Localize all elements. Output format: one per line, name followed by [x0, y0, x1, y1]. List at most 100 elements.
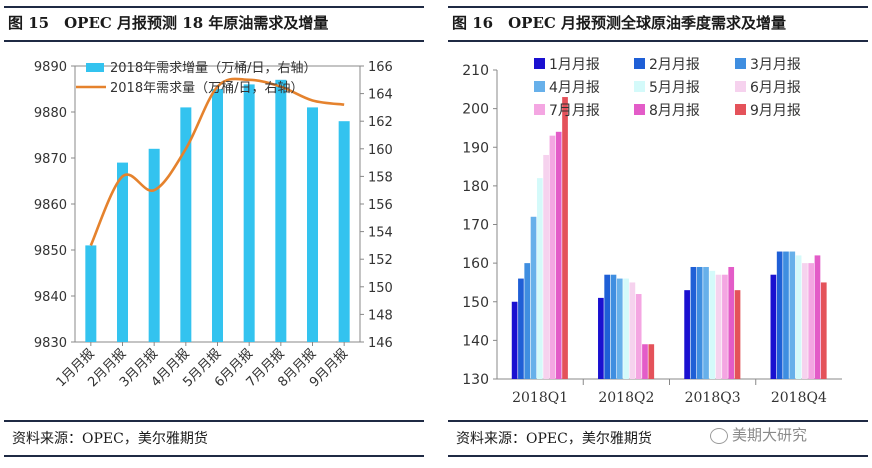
y-right-tick-label: 160 — [368, 143, 393, 158]
right-panel: 图 16 OPEC 月报预测全球原油季度需求及增量 130 140 150 160 17… — [444, 0, 872, 468]
bar-demand-increment — [148, 148, 160, 342]
bar-2月月报 — [776, 251, 783, 379]
bottom-rule — [4, 455, 424, 457]
y-left-tick-label: 9860 — [34, 198, 67, 213]
legend-label: 1月月报 — [549, 57, 600, 73]
left-panel: 图 15 OPEC 月报预测 18 年原油需求及增量 9830 9840 9850 9… — [0, 0, 428, 468]
bar-demand-increment — [307, 107, 318, 343]
bar-4月月报 — [530, 216, 537, 379]
y-right-tick-label: 152 — [368, 253, 393, 268]
y-tick-label: 170 — [462, 218, 489, 234]
legend-swatch — [735, 81, 746, 92]
legend-label-line: 2018年需求量（万桶/日，右轴） — [110, 81, 303, 96]
bar-5月月报 — [623, 278, 629, 379]
top-rule — [4, 6, 424, 8]
bar-demand-increment — [180, 107, 192, 343]
bar-1月月报 — [598, 297, 604, 379]
left-figure-title: 图 15 OPEC 月报预测 18 年原油需求及增量 — [8, 14, 329, 32]
legend-swatch — [634, 58, 645, 69]
bar-4月月报 — [789, 251, 796, 379]
bar-6月月报 — [629, 282, 636, 379]
bar-8月月报 — [642, 344, 648, 379]
y-left-tick-label: 9840 — [34, 290, 67, 305]
legend-swatch — [534, 104, 545, 115]
bar-7月月报 — [808, 263, 815, 379]
legend-label: 9月月报 — [750, 103, 801, 119]
bar-7月月报 — [635, 294, 642, 379]
bar-6月月报 — [715, 274, 722, 379]
bar-5月月报 — [709, 270, 716, 379]
bar-demand-increment — [117, 162, 128, 342]
bar-5月月报 — [795, 255, 802, 379]
watermark-text: 美期大研究 — [732, 426, 808, 444]
bar-8月月报 — [814, 255, 821, 379]
legend-label: 5月月报 — [649, 80, 700, 96]
source-rule — [448, 420, 868, 422]
bar-1月月报 — [770, 274, 777, 379]
legend-swatch — [634, 104, 645, 115]
y-tick-label: 130 — [462, 372, 489, 388]
legend-swatch — [534, 58, 545, 69]
legend-swatch — [634, 81, 645, 92]
y-tick-label: 150 — [462, 295, 489, 311]
right-chart: 130 140 150 160 170 180 190 200 210 2018Q1 2018Q2 2… — [462, 57, 842, 406]
bar-6月月报 — [802, 263, 808, 379]
bar-2月月报 — [690, 266, 697, 379]
left-source: 资料来源：OPEC，美尔雅期货 — [12, 431, 208, 447]
x-tick-label: 2018Q2 — [598, 390, 654, 406]
y-right-tick-label: 154 — [368, 226, 393, 241]
bar-5月月报 — [536, 178, 543, 379]
bar-7月月报 — [549, 135, 556, 379]
y-right-tick-label: 158 — [368, 170, 393, 185]
legend-label: 2月月报 — [649, 57, 700, 73]
y-tick-label: 140 — [462, 333, 489, 349]
bar-2月月报 — [604, 274, 611, 379]
y-right-tick-label: 148 — [368, 308, 393, 323]
right-source: 资料来源：OPEC，美尔雅期货 — [456, 431, 652, 447]
bar-1月月报 — [511, 301, 518, 379]
y-tick-label: 210 — [462, 63, 489, 79]
source-rule — [4, 420, 424, 422]
bar-9月月报 — [562, 97, 568, 379]
y-right-tick-label: 162 — [368, 115, 393, 130]
legend-label: 3月月报 — [750, 57, 801, 73]
y-right-tick-label: 164 — [368, 88, 393, 103]
bar-9月月报 — [648, 344, 655, 379]
bar-4月月报 — [616, 278, 623, 379]
y-left-tick-label: 9850 — [34, 244, 67, 259]
x-tick-label: 2018Q3 — [685, 390, 741, 406]
y-left-tick-label: 9880 — [34, 106, 67, 121]
legend-swatch — [735, 104, 746, 115]
right-figure-title: 图 16 OPEC 月报预测全球原油季度需求及增量 — [452, 14, 787, 32]
bar-4月月报 — [703, 266, 709, 379]
y-left-tick-label: 9890 — [34, 60, 67, 75]
y-right-tick-label: 166 — [368, 60, 393, 75]
y-right-tick-label: 146 — [368, 336, 393, 351]
left-chart: 9830 9840 9850 9860 9870 9880 9890 146 148 150 152… — [34, 60, 393, 390]
wechat-icon — [710, 427, 728, 444]
y-left-tick-label: 9870 — [34, 152, 67, 167]
line-demand — [89, 77, 345, 246]
bar-3月月报 — [783, 251, 789, 379]
bar-1月月报 — [684, 290, 690, 379]
legend-label: 6月月报 — [750, 80, 801, 96]
y-left-tick-label: 9830 — [34, 336, 67, 351]
bottom-rule — [448, 455, 868, 457]
top-rule — [448, 6, 868, 8]
y-tick-label: 200 — [462, 102, 489, 118]
bar-2月月报 — [518, 278, 524, 379]
legend-swatch-bar — [86, 63, 104, 72]
bar-9月月报 — [734, 290, 741, 379]
bar-3月月报 — [524, 263, 531, 379]
y-tick-label: 190 — [462, 140, 489, 156]
bar-8月月报 — [555, 131, 562, 379]
legend-label: 4月月报 — [549, 80, 600, 96]
legend-label: 7月月报 — [549, 103, 600, 119]
legend-swatch — [735, 58, 746, 69]
y-tick-label: 160 — [462, 256, 489, 272]
bar-3月月报 — [696, 266, 703, 379]
watermark: 美期大研究 — [710, 424, 807, 445]
bar-6月月报 — [543, 154, 549, 379]
bar-demand-increment — [275, 79, 287, 343]
legend-label: 8月月报 — [649, 103, 700, 119]
